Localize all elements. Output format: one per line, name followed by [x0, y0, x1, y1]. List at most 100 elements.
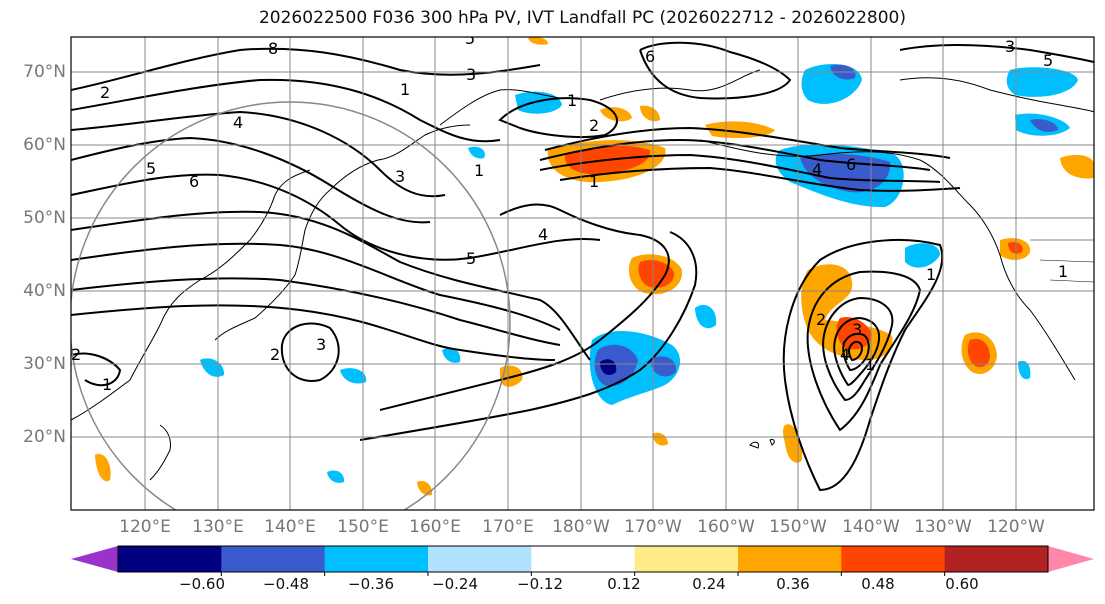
state-borders	[1030, 239, 1094, 283]
pv-contour	[71, 352, 122, 387]
lat-label: 70°N	[23, 62, 66, 82]
contour-label: 1	[865, 355, 875, 374]
asia-coastline	[71, 169, 311, 421]
colorbar-tick-label: 0.36	[776, 575, 810, 593]
lon-label: 180°W	[552, 517, 610, 537]
map-title: 2026022500 F036 300 hPa PV, IVT Landfall…	[258, 8, 906, 28]
negative-anomaly	[515, 91, 562, 114]
colorbar-right-arrow	[1048, 546, 1094, 572]
lat-label: 60°N	[23, 135, 66, 155]
lon-label: 130°E	[192, 517, 244, 537]
coastlines	[71, 69, 1094, 481]
canada-coastline	[899, 77, 1094, 113]
negative-anomaly-core	[594, 344, 638, 387]
contour-label: 1	[102, 375, 112, 394]
contour-label: 3	[466, 65, 476, 84]
contour-label: 2	[589, 116, 599, 135]
colorbar-tick-label: 0.60	[945, 575, 979, 593]
positive-anomaly	[528, 37, 548, 45]
map-area	[71, 37, 1094, 510]
negative-anomaly	[340, 368, 367, 384]
lon-label: 120°W	[987, 517, 1045, 537]
contour-label: 2	[71, 345, 81, 364]
contour-label: 5	[465, 29, 475, 48]
pv-contour	[71, 304, 556, 361]
positive-anomaly	[95, 454, 111, 482]
positive-anomaly	[652, 432, 668, 446]
pv-contour	[498, 97, 618, 139]
colorbar-cell	[428, 546, 532, 572]
colorbar-tick-label: −0.12	[517, 575, 563, 593]
colorbar-cell	[944, 546, 1049, 572]
japan-coastline	[214, 189, 331, 341]
colorbar-cell	[738, 546, 842, 572]
colorbar	[71, 545, 1094, 576]
colorbar-tick-label: −0.36	[348, 575, 394, 593]
negative-anomaly	[1018, 360, 1031, 380]
contour-label: 1	[400, 80, 410, 99]
contour-label: 1	[589, 172, 599, 191]
colorbar-cell	[221, 546, 326, 572]
colorbar-cell	[841, 546, 946, 572]
colorbar-tick-label: 0.24	[692, 575, 726, 593]
lat-label: 50°N	[23, 208, 66, 228]
range-circle	[71, 101, 511, 510]
negative-anomaly	[905, 243, 940, 268]
colorbar-cell	[634, 546, 739, 572]
kamchatka-coastline	[329, 124, 471, 191]
contour-label: 3	[316, 335, 326, 354]
ivt-contour	[848, 340, 864, 362]
lon-label: 170°W	[624, 517, 682, 537]
pv-contour	[71, 173, 601, 261]
negative-anomaly	[695, 304, 717, 329]
pv-contour	[544, 126, 951, 159]
pv-contour	[539, 153, 941, 183]
lon-label: 160°E	[409, 517, 461, 537]
pv-contour	[71, 210, 591, 361]
ivt-contour	[833, 316, 880, 387]
colorbar-tick-label: −0.24	[432, 575, 478, 593]
colorbar-tick-label: 0.12	[607, 575, 641, 593]
contour-label: 1	[926, 265, 936, 284]
colorbar-cell	[531, 546, 636, 572]
pv-contour	[379, 203, 670, 411]
colorbar-tick-label: −0.48	[263, 575, 309, 593]
contour-label: 2	[816, 310, 826, 329]
lon-label: 160°W	[697, 517, 755, 537]
lon-label: 170°E	[482, 517, 534, 537]
negative-anomaly	[1006, 67, 1078, 97]
contour-labels: 8 5 6 2 1 3 4 5 6 5 1 3 1 4 5 3 2 1 6 4 …	[71, 29, 1068, 394]
lat-label: 20°N	[23, 427, 66, 447]
pv-contour	[71, 136, 431, 224]
contour-label: 1	[474, 161, 484, 180]
pv-contour	[71, 242, 561, 331]
contour-label: 5	[1043, 51, 1053, 70]
positive-anomaly	[417, 480, 433, 496]
lon-label: 140°E	[264, 517, 316, 537]
north-america-coastline	[699, 139, 1076, 381]
negative-anomaly-core	[650, 356, 677, 377]
contour-label: 6	[846, 155, 856, 174]
contour-label: 4	[812, 160, 822, 179]
contour-label: 1	[1058, 262, 1068, 281]
negative-anomaly	[468, 146, 485, 159]
pv-contour	[71, 110, 446, 198]
colorbar-tick-label: −0.60	[179, 575, 225, 593]
lat-label: 40°N	[23, 281, 66, 301]
lon-label: 150°E	[337, 517, 389, 537]
alaska-coastline	[599, 69, 761, 101]
lon-label: 130°W	[914, 517, 972, 537]
negative-anomaly	[442, 348, 461, 363]
lon-label: 140°W	[842, 517, 900, 537]
contour-label: 6	[189, 172, 199, 191]
ivt-contours	[782, 239, 944, 492]
colorbar-cell	[324, 546, 429, 572]
contour-label: 4	[840, 345, 850, 364]
pv-contour	[899, 44, 1094, 63]
contour-label: 1	[567, 91, 577, 110]
positive-anomaly-core	[967, 338, 990, 368]
hawaii-coastline	[749, 439, 775, 449]
ivt-contour	[782, 239, 944, 492]
contour-label: 3	[395, 167, 405, 186]
pv-contour	[280, 322, 340, 382]
